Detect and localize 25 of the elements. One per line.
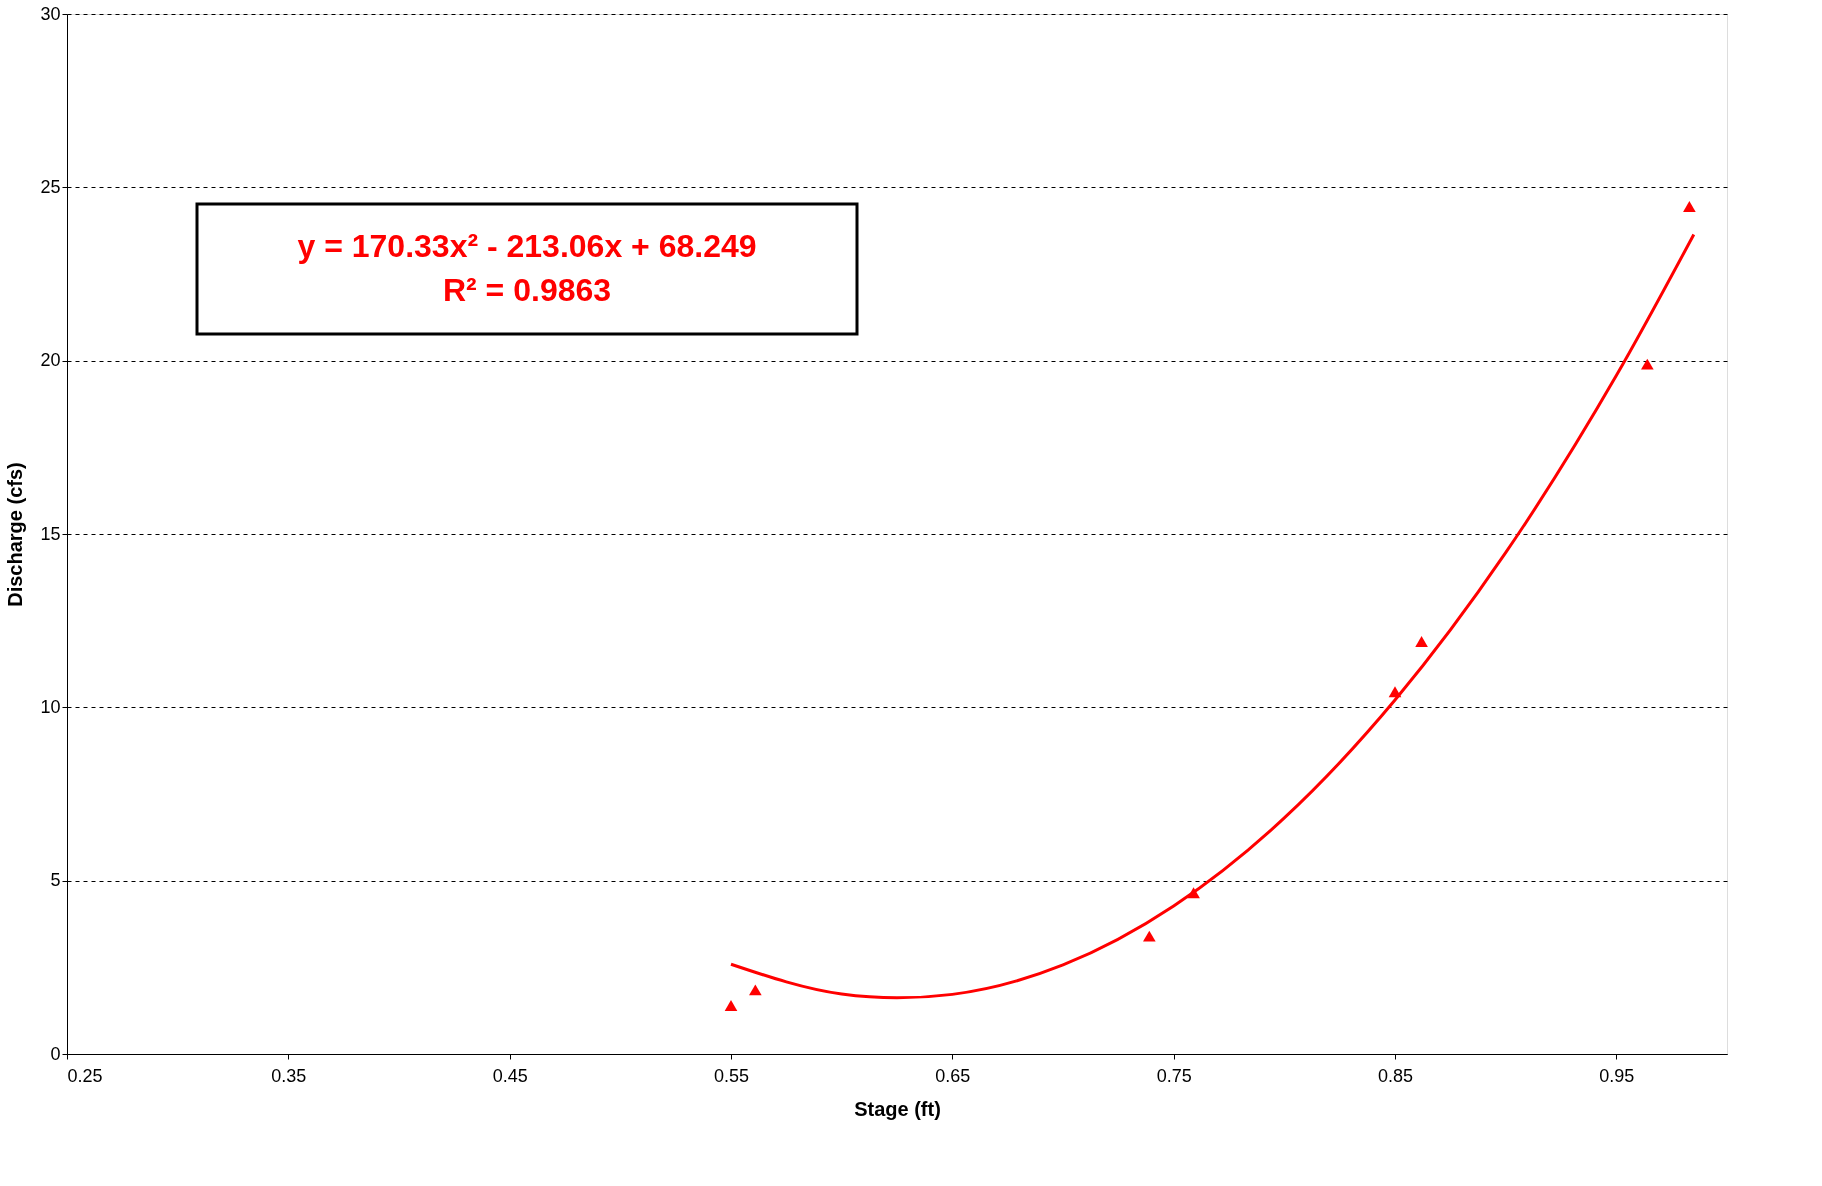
y-tick-label: 10 xyxy=(40,696,61,717)
y-tick-label: 5 xyxy=(50,870,61,891)
annotation: R² = 0.9863 xyxy=(442,271,612,308)
point xyxy=(724,999,738,1011)
x-tick-label: 0.75 xyxy=(1156,1065,1192,1086)
x-axis-title: Stage (ft) xyxy=(854,1097,941,1120)
y-tick-label: 30 xyxy=(40,3,61,24)
y-axis-title: Discharge (cfs) xyxy=(4,462,27,607)
y-tick-label: 0 xyxy=(50,1043,61,1064)
point xyxy=(749,984,762,996)
y-tick-label: 15 xyxy=(40,523,61,544)
y-tick-label: 25 xyxy=(40,176,61,197)
x-tick-label: 0.35 xyxy=(271,1065,307,1086)
point xyxy=(1683,200,1696,212)
point xyxy=(1415,635,1428,647)
point xyxy=(1142,930,1156,942)
x-tick-label: 0.65 xyxy=(935,1065,971,1086)
point xyxy=(1640,358,1654,370)
x-tick-label: 0.55 xyxy=(713,1065,750,1086)
x-tick-label: 0.25 xyxy=(67,1065,103,1086)
x-tick-label: 0.95 xyxy=(1599,1065,1635,1086)
x-tick-label: 0.85 xyxy=(1377,1065,1414,1086)
y-tick-label: 20 xyxy=(40,350,61,371)
annotation: y = 170.33x² - 213.06x + 68.249 xyxy=(297,228,757,265)
x-tick-label: 0.45 xyxy=(492,1065,528,1086)
